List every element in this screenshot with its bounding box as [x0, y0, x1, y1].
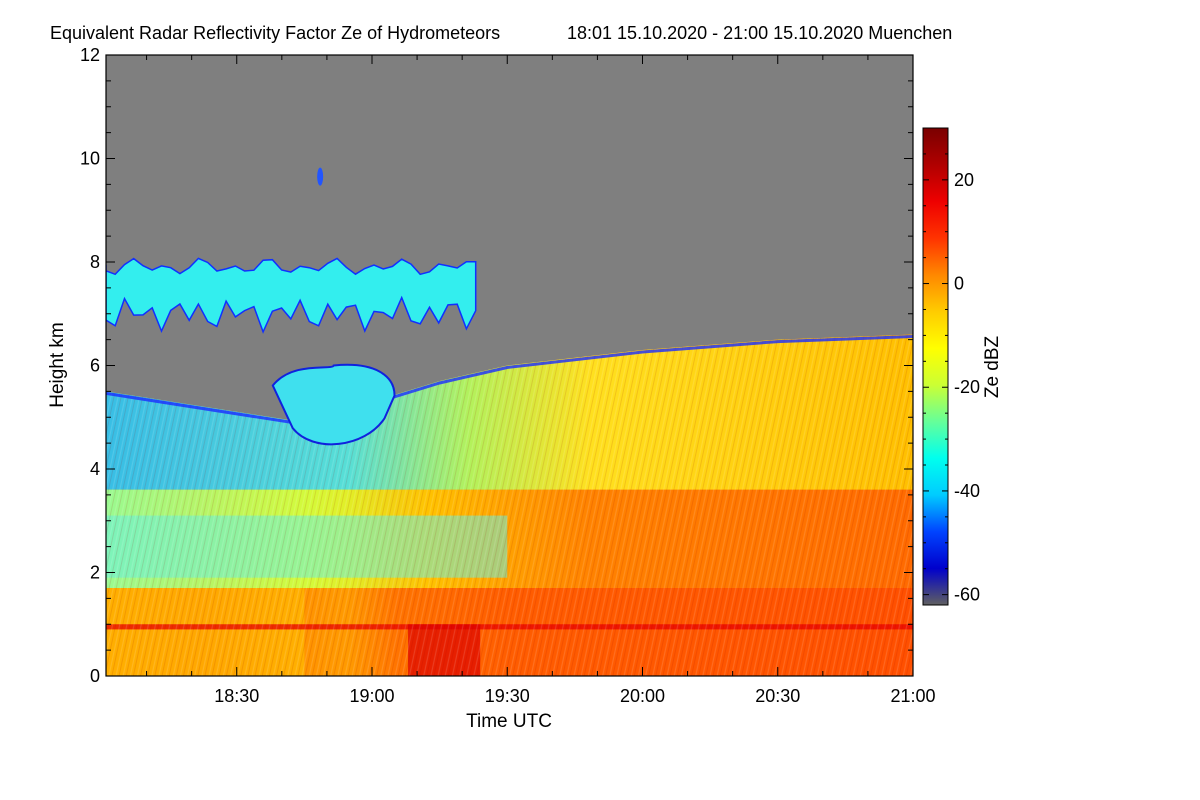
y-axis: 0 2 4 6 8 10 12 — [80, 45, 913, 686]
colorbar-tick-label: 20 — [954, 170, 974, 190]
fall-streaks — [106, 334, 913, 676]
y-tick-label: 12 — [80, 45, 100, 65]
chart-subtitle: 18:01 15.10.2020 - 21:00 15.10.2020 Muen… — [567, 23, 952, 43]
y-tick-label: 6 — [90, 356, 100, 376]
colorbar: 20 0 -20 -40 -60 Ze dBZ — [922, 127, 1003, 606]
x-tick-label: 21:00 — [890, 686, 935, 706]
colorbar-tick-label: -60 — [954, 585, 980, 605]
x-axis-label: Time UTC — [466, 711, 552, 732]
plot-area — [106, 55, 913, 676]
echo-layer — [106, 167, 913, 676]
y-axis-label: Height km — [47, 322, 68, 408]
cirrus-echo — [106, 257, 477, 334]
y-tick-label: 2 — [90, 563, 100, 583]
y-tick-label: 10 — [80, 149, 100, 169]
x-tick-label: 20:00 — [620, 686, 665, 706]
isolated-echo — [317, 167, 324, 186]
x-axis: 18:30 19:00 19:30 20:00 20:30 21:00 — [146, 55, 936, 706]
x-tick-label: 20:30 — [755, 686, 800, 706]
mid-cloud-echo — [271, 363, 396, 446]
y-tick-label: 4 — [90, 459, 100, 479]
x-tick-label: 18:30 — [214, 686, 259, 706]
colorbar-scale — [922, 127, 949, 606]
colorbar-tick-label: 0 — [954, 274, 964, 294]
x-tick-label: 19:00 — [349, 686, 394, 706]
x-tick-label: 19:30 — [485, 686, 530, 706]
colorbar-ticks: 20 0 -20 -40 -60 — [923, 127, 980, 605]
chart-title: Equivalent Radar Reflectivity Factor Ze … — [50, 23, 500, 43]
colorbar-label: Ze dBZ — [982, 335, 1003, 398]
y-tick-label: 0 — [90, 666, 100, 686]
y-tick-label: 8 — [90, 252, 100, 272]
colorbar-tick-label: -40 — [954, 481, 980, 501]
colorbar-tick-label: -20 — [954, 377, 980, 397]
